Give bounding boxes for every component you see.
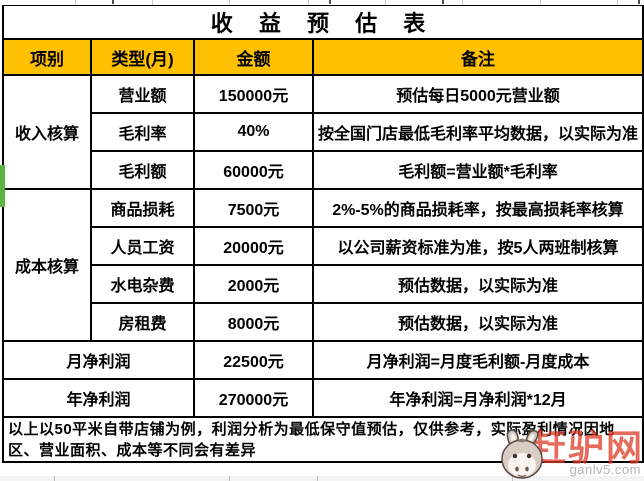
income-section-label: 收入核算 <box>2 74 92 190</box>
amount-cell: 8000元 <box>193 302 314 342</box>
profit-estimate-table: 收 益 预 估 表 项别 类型(月) 金额 备注 收入核算 营业额 150000… <box>1 5 644 463</box>
amount-cell: 20000元 <box>193 226 314 266</box>
type-cell: 房租费 <box>90 302 195 342</box>
table-title-row: 收 益 预 估 表 <box>1 5 644 40</box>
amount-cell: 2000元 <box>193 264 314 304</box>
summary-label: 年净利润 <box>2 378 195 418</box>
table-row: 毛利额 60000元 毛利额=营业额*毛利率 <box>3 150 644 190</box>
note-cell: 年净利润=月净利润*12月 <box>311 378 644 418</box>
green-selection-marker <box>0 165 5 207</box>
column-header-amount: 金额 <box>193 38 314 76</box>
cost-section-label: 成本核算 <box>2 188 92 342</box>
spreadsheet-edge-top <box>0 0 644 5</box>
page-title: 收 益 预 估 表 <box>1 5 644 40</box>
type-cell: 水电杂费 <box>90 264 195 304</box>
table-row: 毛利率 40% 按全国门店最低毛利率平均数据，以实际为准 <box>3 112 644 152</box>
footer-note-row: 以上以50平米自带店铺为例，利润分析为最低保守值预估，仅供参考，实际盈利情况因地… <box>1 416 644 463</box>
amount-cell: 7500元 <box>193 188 314 228</box>
note-cell: 以公司薪资标准为准，按5人两班制核算 <box>311 226 644 266</box>
amount-cell: 60000元 <box>193 150 314 190</box>
amount-cell: 40% <box>193 112 314 152</box>
note-cell: 预估数据，以实际为准 <box>311 264 644 304</box>
note-cell: 按全国门店最低毛利率平均数据，以实际为准 <box>311 112 644 152</box>
note-cell: 预估数据，以实际为准 <box>311 302 644 342</box>
watermark-url: ganlv5.com <box>569 462 641 477</box>
type-cell: 毛利率 <box>90 112 195 152</box>
footer-note: 以上以50平米自带店铺为例，利润分析为最低保守值预估，仅供参考，实际盈利情况因地… <box>1 416 644 463</box>
column-header-type: 类型(月) <box>90 38 195 76</box>
table-row: 成本核算 商品损耗 7500元 2%-5%的商品损耗率，按最高损耗率核算 <box>2 188 644 342</box>
type-cell: 营业额 <box>90 74 195 114</box>
note-cell: 毛利额=营业额*毛利率 <box>311 150 644 190</box>
type-cell: 人员工资 <box>90 226 195 266</box>
column-header-note: 备注 <box>311 38 644 76</box>
table-row: 人员工资 20000元 以公司薪资标准为准，按5人两班制核算 <box>3 226 644 266</box>
summary-label: 月净利润 <box>2 340 195 380</box>
table-header-row: 项别 类型(月) 金额 备注 <box>2 38 644 76</box>
amount-cell: 270000元 <box>193 378 314 418</box>
type-cell: 商品损耗 <box>90 188 195 228</box>
amount-cell: 22500元 <box>193 340 314 380</box>
note-cell: 2%-5%的商品损耗率，按最高损耗率核算 <box>311 188 644 228</box>
column-header-category: 项别 <box>2 38 92 76</box>
note-cell: 预估每日5000元营业额 <box>311 74 644 114</box>
table-row: 房租费 8000元 预估数据，以实际为准 <box>3 302 644 342</box>
table-row: 收入核算 营业额 150000元 预估每日5000元营业额 <box>2 74 644 190</box>
spreadsheet-edge-bottom <box>0 476 644 481</box>
table-row: 水电杂费 2000元 预估数据，以实际为准 <box>3 264 644 304</box>
monthly-net-profit-row: 月净利润 22500元 月净利润=月度毛利额-月度成本 <box>2 340 644 380</box>
yearly-net-profit-row: 年净利润 270000元 年净利润=月净利润*12月 <box>2 378 644 418</box>
type-cell: 毛利额 <box>90 150 195 190</box>
note-cell: 月净利润=月度毛利额-月度成本 <box>311 340 644 380</box>
amount-cell: 150000元 <box>193 74 314 114</box>
